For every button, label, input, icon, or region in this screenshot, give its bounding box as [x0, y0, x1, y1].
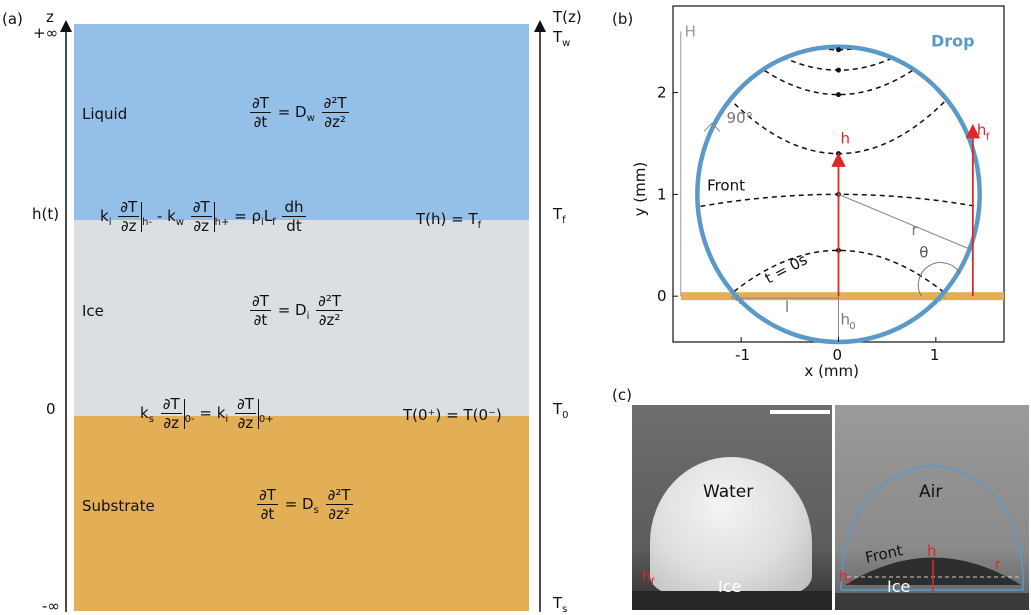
- ice-label: Ice: [82, 302, 104, 320]
- y-tick-label: 2: [657, 84, 667, 102]
- liquid-label: Liquid: [82, 105, 128, 123]
- minus-infinity-label: -∞: [42, 597, 60, 615]
- h-label-photo: h: [927, 542, 937, 560]
- front-label: Front: [707, 176, 745, 194]
- x-axis-label: x (mm): [804, 362, 859, 380]
- ice-label-left: Ice: [718, 577, 742, 596]
- x-tick-label: 1: [930, 346, 940, 364]
- plus-infinity-label: +∞: [33, 24, 59, 42]
- front-apex-point: [836, 92, 841, 98]
- h-label: h: [840, 130, 850, 148]
- z-axis-label: z: [46, 8, 54, 26]
- tf-label: Tf: [553, 205, 566, 226]
- zero-label: 0: [46, 400, 56, 418]
- drop-title: Drop: [931, 32, 975, 51]
- h-t-label: h(t): [32, 205, 60, 223]
- right-angle-marker: [703, 122, 721, 132]
- water-label: Water: [703, 482, 754, 502]
- stefan-condition: ki ∂T ∂z h- - kw ∂T ∂z h+ = ρiLf dh dt: [100, 198, 306, 235]
- t0-label: T0: [553, 400, 569, 421]
- drop-outline: [840, 464, 1024, 591]
- hf-subscript: f: [986, 132, 990, 143]
- substrate-region: [74, 416, 529, 611]
- liquid-region: [74, 24, 529, 220]
- scale-bar: [770, 410, 830, 414]
- photo-ice-front: Air Front h Ice hf r: [835, 405, 1029, 610]
- h0-label: h: [840, 311, 850, 329]
- front-outline-svg: [835, 464, 1029, 610]
- flux-continuity: ks ∂T ∂z 0- = ki ∂T ∂z 0+: [140, 395, 274, 432]
- substrate-shadow: [632, 591, 832, 610]
- H-label: H: [685, 23, 696, 41]
- water-drop-shape: [650, 457, 812, 595]
- ice-region: [74, 220, 529, 416]
- x-tick-label: -1: [735, 346, 750, 364]
- radius-line: [838, 193, 974, 251]
- ts-label: Ts: [553, 594, 568, 615]
- r-label-photo: r: [995, 557, 1001, 573]
- melting-condition: T(h) = Tf: [416, 210, 482, 231]
- front-apex-point: [836, 151, 841, 157]
- y-axis-label: y (mm): [631, 162, 649, 217]
- x-tick-label: 0: [833, 346, 843, 364]
- temperature-continuity: T(0⁺) = T(0⁻): [403, 406, 502, 424]
- front-apex-point: [836, 47, 841, 53]
- theta-label: θ: [919, 243, 928, 261]
- panel-c-label: (c): [612, 386, 632, 404]
- panel-b-label: (b): [612, 10, 634, 28]
- tw-label: Tw: [553, 28, 571, 49]
- l-label: l: [785, 298, 789, 316]
- y-tick-label: 1: [657, 185, 667, 203]
- photo-water-drop: Water Ice hf: [632, 405, 832, 610]
- substrate-band: [680, 292, 1004, 301]
- y-tick-label: 0: [657, 287, 667, 305]
- t0-label: t = 0s: [762, 250, 811, 287]
- ice-heat-equation: ∂T ∂t = Di ∂²T ∂z²: [250, 292, 344, 329]
- hf-label-left: hf: [642, 569, 655, 588]
- angle-label: 90°: [727, 109, 754, 127]
- r-label: r: [912, 221, 919, 239]
- substrate-label: Substrate: [82, 497, 155, 515]
- air-label: Air: [919, 482, 943, 502]
- panel-a-label: (a): [2, 10, 23, 28]
- liquid-heat-equation: ∂T ∂t = Dw ∂²T ∂z²: [250, 94, 349, 131]
- ice-label-right: Ice: [887, 577, 911, 596]
- hf-label: h: [977, 121, 987, 139]
- hf-label-right: hf: [839, 569, 852, 588]
- theta-arc: [917, 262, 961, 297]
- substrate-heat-equation: ∂T ∂t = Ds ∂²T ∂z²: [257, 486, 353, 523]
- front-apex-point: [836, 67, 841, 73]
- h0-subscript: 0: [849, 321, 855, 332]
- tz-axis-label: T(z): [553, 8, 582, 26]
